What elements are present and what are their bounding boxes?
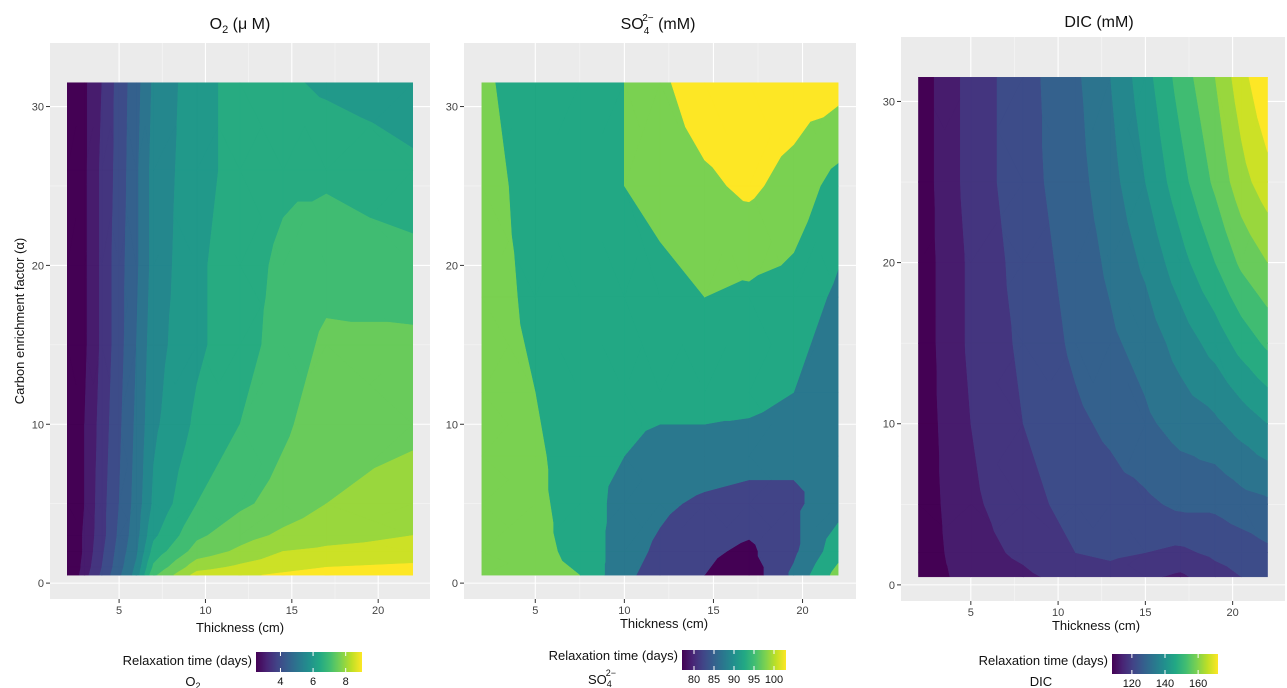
- y-tick-label: 30: [446, 102, 458, 114]
- legend-so4: Relaxation time (days) SO42− 80 85 90 95 100: [549, 648, 786, 688]
- panel-so4-contours: [481, 82, 839, 576]
- legend-o2: Relaxation time (days) O2 4 6 8: [123, 652, 362, 688]
- y-tick-label: 10: [32, 419, 44, 431]
- legend-dic-colorbar: 120 140 160: [1112, 654, 1218, 688]
- legend-dic-title: Relaxation time (days): [979, 653, 1108, 668]
- contour-band: [110, 82, 141, 576]
- y-tick-label: 10: [446, 419, 458, 431]
- y-tick-label: 30: [32, 102, 44, 114]
- legend-so4-variable: SO42−: [588, 668, 616, 688]
- x-tick-label: 5: [116, 605, 122, 617]
- legend-tick-label: 6: [310, 676, 316, 688]
- panel-so4-title: SO42− (mM): [621, 13, 696, 37]
- y-tick-label: 0: [889, 580, 895, 592]
- legend-tick-label: 120: [1123, 678, 1141, 688]
- legend-o2-title: Relaxation time (days): [123, 653, 252, 668]
- x-tick-label: 15: [1139, 607, 1151, 619]
- x-tick-label: 10: [199, 605, 211, 617]
- panel-so4-x-label: Thickness (cm): [620, 616, 708, 631]
- contour-band: [88, 82, 115, 576]
- y-tick-label: 30: [883, 96, 895, 108]
- legend-o2-colorbar: 4 6 8: [256, 652, 362, 688]
- legend-gradient: [256, 652, 362, 672]
- y-tick-label: 0: [452, 578, 458, 590]
- x-tick-label: 20: [1227, 607, 1239, 619]
- legend-so4-colorbar: 80 85 90 95 100: [682, 650, 786, 686]
- panel-dic-contours: [918, 77, 1268, 578]
- panel-o2-x-label: Thickness (cm): [196, 620, 284, 635]
- x-tick-label: 20: [796, 605, 808, 617]
- panel-o2-contours: [67, 82, 413, 576]
- x-tick-label: 15: [707, 605, 719, 617]
- x-tick-label: 10: [1052, 607, 1064, 619]
- legend-so4-title: Relaxation time (days): [549, 648, 678, 663]
- legend-tick-label: 140: [1156, 678, 1174, 688]
- panel-so4-ticks: 5 10 15 20 0 10 20 30: [446, 102, 809, 617]
- legend-gradient: [1112, 654, 1218, 674]
- panel-dic-title: DIC (mM): [1064, 14, 1133, 31]
- panel-o2-y-label: Carbon enrichment factor (α): [12, 238, 27, 404]
- panel-o2-title: O2 (μ M): [210, 16, 271, 36]
- contour-band: [189, 535, 413, 576]
- legend-tick-label: 85: [708, 674, 720, 686]
- y-tick-label: 20: [446, 260, 458, 272]
- panel-o2-ticks: 5 10 15 20 0 10 20 30: [32, 102, 385, 617]
- x-tick-label: 10: [618, 605, 630, 617]
- legend-tick-label: 8: [343, 676, 349, 688]
- panel-dic-ticks: 5 10 15 20 0 10 20 30: [883, 96, 1239, 619]
- contour-band: [481, 82, 839, 576]
- legend-tick-label: 90: [728, 674, 740, 686]
- y-tick-label: 20: [32, 260, 44, 272]
- contour-band: [670, 82, 839, 203]
- y-tick-label: 20: [883, 258, 895, 270]
- legend-dic: Relaxation time (days) DIC 120 140 160: [979, 653, 1218, 688]
- legend-dic-variable: DIC: [1030, 674, 1052, 688]
- x-tick-label: 5: [532, 605, 538, 617]
- panel-dic-x-label: Thickness (cm): [1052, 618, 1140, 633]
- x-tick-label: 15: [286, 605, 298, 617]
- legend-tick-label: 160: [1189, 678, 1207, 688]
- legend-gradient: [682, 650, 786, 670]
- panel-o2: O2 (μ M) 5 10 15 20 0 10 20 30 Thickness (cm) C…: [12, 16, 430, 688]
- x-tick-label: 5: [968, 607, 974, 619]
- contour-band: [261, 563, 413, 576]
- y-tick-label: 10: [883, 419, 895, 431]
- legend-tick-label: 95: [748, 674, 760, 686]
- legend-tick-label: 100: [765, 674, 783, 686]
- legend-tick-label: 80: [688, 674, 700, 686]
- panel-dic: DIC (mM) 5 10 15 20 0 10 20 30 Thickness (cm) R…: [883, 14, 1285, 688]
- legend-o2-variable: O2: [185, 674, 200, 688]
- y-tick-label: 0: [38, 578, 44, 590]
- contour-band: [1152, 77, 1268, 388]
- x-tick-label: 20: [372, 605, 384, 617]
- contour-band: [1248, 77, 1268, 153]
- panel-so4: SO42− (mM) 5 10 15 20 0 10 20 30 Thickness (cm)…: [446, 13, 856, 688]
- legend-tick-label: 4: [277, 676, 283, 688]
- contour-band: [604, 269, 839, 576]
